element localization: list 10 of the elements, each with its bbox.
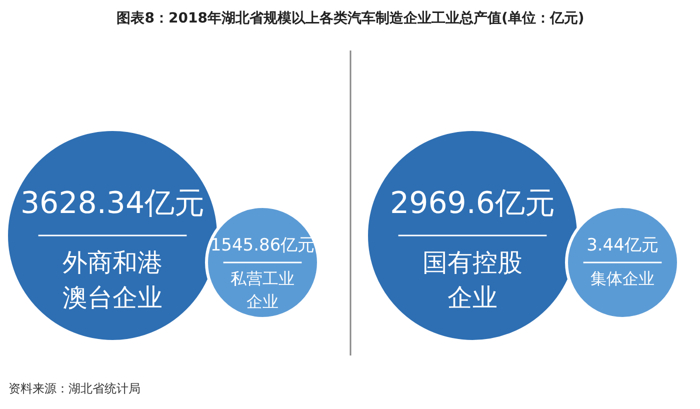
data-label: 1545.86亿元 [210,236,315,256]
text: 资料来源：湖北省统计局 [8,382,140,396]
data-label: 3628.34亿元 [20,186,205,222]
text: 图表8：2018年湖北省规模以上各类汽车制造企业工业总产值(单位：亿元) [116,10,584,26]
data-label: 3.44亿元 [586,236,658,256]
category-label: 国有控股企业 [422,248,522,312]
category-label: 私营工业企业 [230,269,294,312]
category-label: 外商和港澳台企业 [62,248,162,312]
data-label: 2969.6亿元 [390,186,555,222]
category-label: 集体企业 [590,269,654,288]
